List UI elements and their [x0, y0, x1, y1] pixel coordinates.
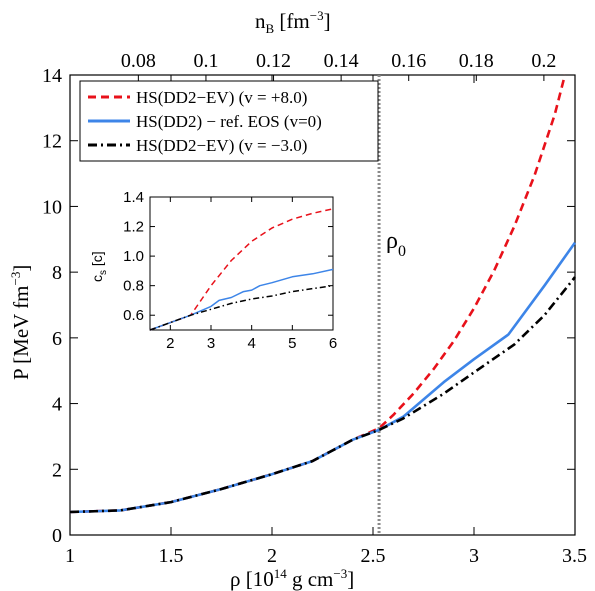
y-tick-label: 4 — [52, 394, 62, 416]
inset-frame — [149, 196, 334, 331]
y-tick-label: 0 — [52, 525, 62, 547]
inset-x-tick-label: 4 — [247, 335, 255, 352]
inset-x-tick-label: 6 — [329, 335, 337, 352]
x-tick-label: 2.5 — [361, 545, 386, 567]
top-axis-label: nB [fm−3] — [255, 8, 331, 36]
x-tick-label: 2 — [267, 545, 277, 567]
inset-y-tick-label: 1.4 — [123, 189, 144, 206]
y-tick-label: 6 — [52, 328, 62, 350]
x-tick-label: 3 — [469, 545, 479, 567]
legend-label-ref: HS(DD2) − ref. EOS (v=0) — [136, 112, 322, 131]
top-tick-label: 0.08 — [121, 50, 156, 72]
inset-y-tick-label: 1.2 — [123, 219, 144, 236]
y-tick-label: 14 — [42, 65, 62, 87]
y-tick-label: 2 — [52, 459, 62, 481]
inset-y-tick-label: 0.8 — [123, 278, 144, 295]
x-tick-label: 1 — [65, 545, 75, 567]
top-tick-label: 0.14 — [324, 50, 359, 72]
legend: HS(DD2−EV) (v = +8.0) HS(DD2) − ref. EOS… — [79, 80, 379, 162]
inset-x-tick-label: 5 — [288, 335, 296, 352]
legend-label-minus3: HS(DD2−EV) (v = −3.0) — [136, 136, 307, 155]
x-tick-label: 1.5 — [159, 545, 184, 567]
inset-y-axis-label: cs [c] — [89, 251, 109, 282]
top-tick-label: 0.18 — [459, 50, 494, 72]
inset-series-line-0 — [149, 208, 334, 331]
rho0-annotation: ρ0 — [386, 228, 406, 260]
top-tick-label: 0.12 — [256, 50, 291, 72]
inset-y-tick-label: 1.0 — [123, 248, 144, 265]
x-axis-label: ρ [1014 g cm−3] — [230, 566, 354, 591]
y-axis-label: P [MeV fm−3] — [8, 265, 33, 380]
legend-label-plus8: HS(DD2−EV) (v = +8.0) — [136, 88, 307, 107]
top-tick-label: 0.2 — [531, 50, 556, 72]
main-plot-layer: 1 1.5 2 2.5 3 3.5 0 2 4 6 8 10 12 14 0.08 0.1 0.12 0.14 0.… — [42, 50, 587, 567]
y-tick-label: 12 — [42, 131, 62, 153]
top-tick-label: 0.1 — [193, 50, 218, 72]
y-tick-label: 10 — [42, 196, 62, 218]
x-tick-label: 3.5 — [562, 545, 587, 567]
top-tick-label: 0.16 — [391, 50, 426, 72]
main-series-line-2 — [69, 276, 577, 514]
y-tick-label: 8 — [52, 262, 62, 284]
inset-series-line-2 — [149, 284, 334, 331]
inset-plot-layer: 2 3 4 5 6 0.6 0.8 1.0 1.2 1.4 — [123, 189, 337, 352]
inset-x-tick-label: 2 — [166, 335, 174, 352]
inset-y-tick-label: 0.6 — [123, 307, 144, 324]
inset-x-tick-label: 3 — [207, 335, 215, 352]
